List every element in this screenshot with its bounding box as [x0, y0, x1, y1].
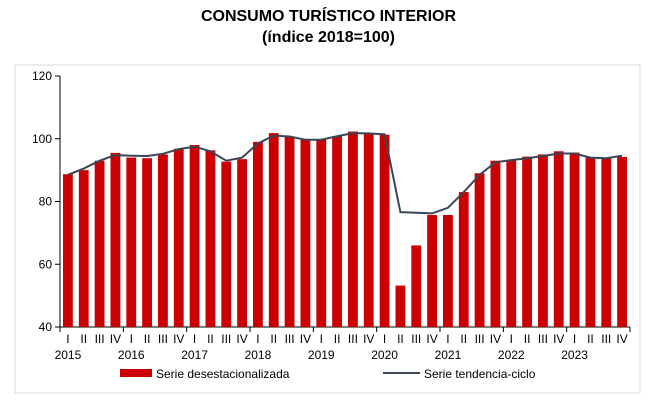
x-quarter-label: II	[207, 332, 214, 346]
bar	[78, 170, 89, 327]
x-quarter-label: II	[270, 332, 277, 346]
x-year-label: 2019	[308, 348, 335, 362]
x-quarter-label: I	[66, 332, 69, 346]
x-quarter-label: IV	[173, 332, 184, 346]
bar	[617, 156, 627, 327]
x-quarter-label: III	[601, 332, 611, 346]
bar	[395, 285, 406, 327]
x-quarter-label: II	[460, 332, 467, 346]
x-year-label: 2023	[561, 348, 588, 362]
chart-subtitle: (índice 2018=100)	[262, 29, 395, 46]
x-quarter-label: III	[411, 332, 421, 346]
bar	[443, 214, 453, 327]
x-quarter-label: II	[144, 332, 151, 346]
x-quarter-label: I	[320, 332, 323, 346]
bar	[427, 214, 437, 327]
y-tick-label: 120	[32, 69, 52, 83]
bar	[458, 192, 469, 327]
bar	[332, 136, 342, 327]
x-year-label: 2016	[118, 348, 145, 362]
x-quarter-label: IV	[236, 332, 247, 346]
bar	[94, 160, 105, 327]
x-year-label: 2020	[371, 348, 398, 362]
x-year-label: 2021	[435, 348, 462, 362]
x-year-label: 2018	[245, 348, 272, 362]
bar	[474, 173, 485, 327]
y-tick-label: 40	[39, 320, 53, 334]
y-tick-label: 80	[39, 195, 53, 209]
bar	[522, 156, 532, 327]
x-quarter-label: II	[524, 332, 531, 346]
x-quarter-label: I	[573, 332, 576, 346]
bar	[221, 161, 232, 327]
bar	[173, 148, 184, 327]
x-quarter-label: III	[285, 332, 295, 346]
bar	[490, 160, 501, 327]
x-quarter-label: I	[446, 332, 449, 346]
x-year-label: 2022	[498, 348, 525, 362]
legend-swatch-bars	[120, 369, 152, 377]
x-quarter-label: IV	[363, 332, 374, 346]
bar	[553, 151, 564, 327]
x-quarter-label: IV	[490, 332, 501, 346]
x-quarter-label: IV	[616, 332, 627, 346]
bar	[237, 159, 247, 327]
bar	[253, 141, 263, 327]
bar	[379, 134, 390, 327]
bar	[205, 150, 216, 327]
bar	[268, 133, 279, 327]
bar	[142, 158, 152, 327]
legend-label-bars: Serie desestacionalizada	[156, 367, 290, 381]
bar	[110, 152, 121, 327]
y-tick-label: 100	[32, 132, 52, 146]
x-year-label: 2015	[55, 348, 82, 362]
trend-line	[67, 132, 623, 215]
x-quarter-label: I	[130, 332, 133, 346]
y-tick-label: 60	[39, 257, 53, 271]
bar	[538, 154, 548, 327]
bar	[601, 157, 612, 327]
chart-title: CONSUMO TURÍSTICO INTERIOR	[200, 8, 457, 25]
x-quarter-label: III	[95, 332, 105, 346]
bar	[158, 154, 168, 327]
x-quarter-label: III	[475, 332, 485, 346]
bar	[506, 160, 517, 327]
bar	[126, 157, 137, 327]
x-quarter-label: II	[397, 332, 404, 346]
bar	[63, 174, 73, 327]
legend-label-line: Serie tendencia-ciclo	[424, 367, 536, 381]
x-quarter-label: III	[221, 332, 231, 346]
x-quarter-label: IV	[300, 332, 311, 346]
x-quarter-label: II	[587, 332, 594, 346]
bar	[585, 157, 596, 327]
x-quarter-label: I	[383, 332, 386, 346]
x-quarter-label: IV	[553, 332, 564, 346]
bar	[284, 136, 295, 327]
x-quarter-label: IV	[110, 332, 121, 346]
chart-frame	[14, 64, 641, 394]
bar	[316, 139, 327, 327]
x-quarter-label: I	[510, 332, 513, 346]
bar	[189, 145, 200, 327]
x-quarter-label: I	[256, 332, 259, 346]
x-quarter-label: II	[80, 332, 87, 346]
x-year-label: 2017	[181, 348, 208, 362]
x-quarter-label: III	[538, 332, 548, 346]
bar	[300, 140, 311, 327]
bar	[348, 131, 358, 327]
bar	[569, 152, 580, 327]
x-quarter-label: II	[334, 332, 341, 346]
x-quarter-label: IV	[426, 332, 437, 346]
x-quarter-label: I	[193, 332, 196, 346]
bar	[363, 133, 374, 327]
x-quarter-label: III	[158, 332, 168, 346]
x-quarter-label: III	[348, 332, 358, 346]
bar	[411, 245, 422, 327]
